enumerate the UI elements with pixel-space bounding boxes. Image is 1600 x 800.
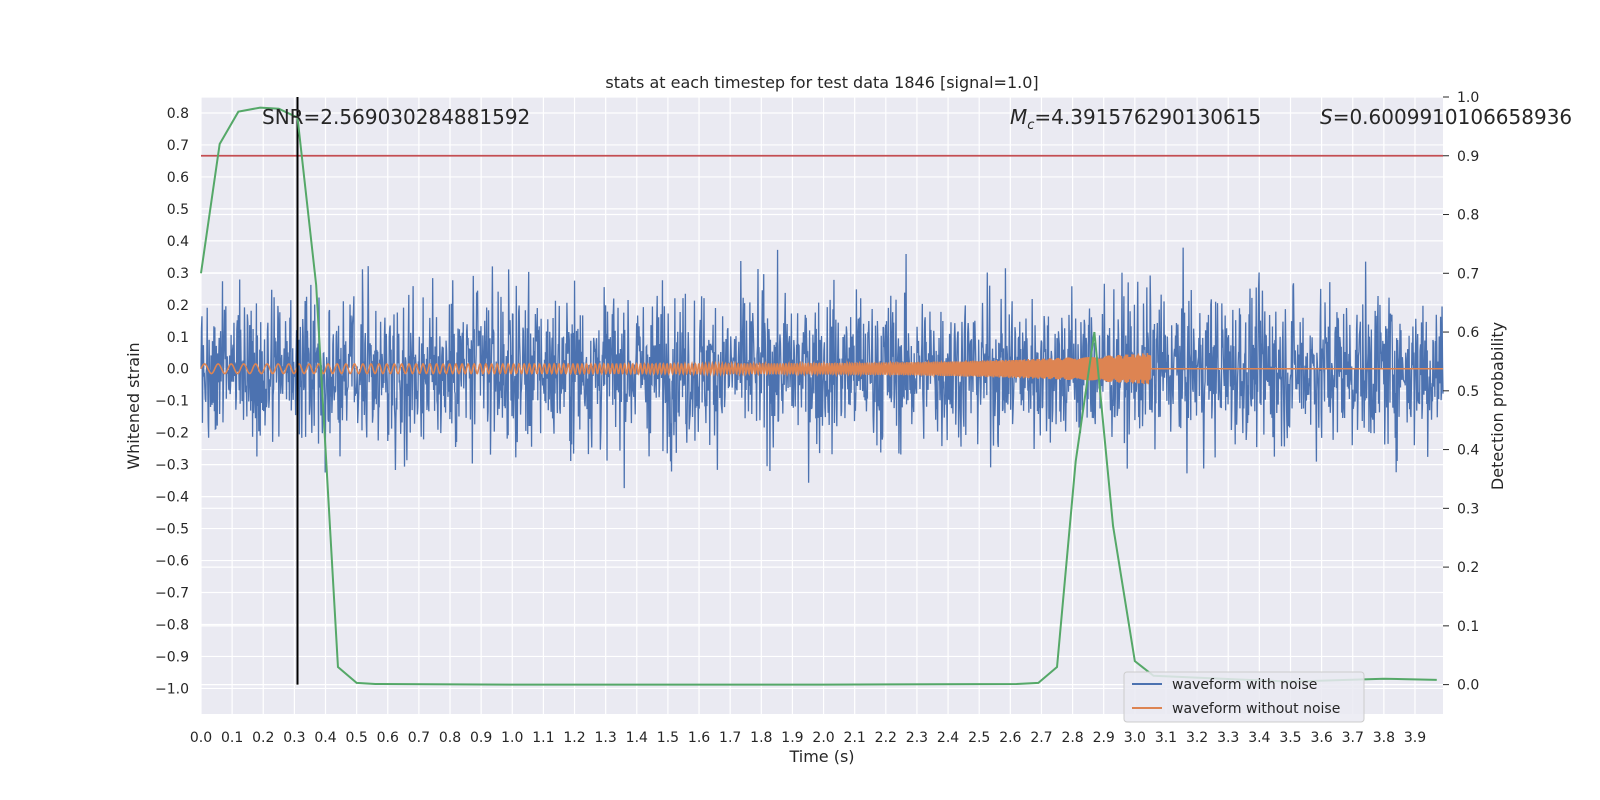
y-left-tick-label: 0.6 [167,170,189,186]
x-tick-label: 2.0 [812,730,834,746]
chart-title: stats at each timestep for test data 184… [605,73,1038,92]
y-right-tick-label: 0.4 [1457,443,1479,459]
x-tick-label: 0.4 [314,730,336,746]
x-tick-label: 2.6 [999,730,1021,746]
chirp-mass-annotation: Mc=4.391576290130615 [1010,105,1261,133]
y-axis-label-left: Whitened strain [124,342,143,469]
x-tick-label: 2.9 [1093,730,1115,746]
chirp-mass-symbol: M [1010,105,1027,129]
snr-annotation: SNR=2.569030284881592 [262,105,530,129]
chirp-mass-value: =4.391576290130615 [1034,105,1261,129]
x-tick-label: 1.6 [688,730,710,746]
x-tick-label: 2.2 [875,730,897,746]
x-tick-label: 3.8 [1373,730,1395,746]
x-tick-label: 3.5 [1279,730,1301,746]
y-right-tick-label: 0.1 [1457,619,1479,635]
y-left-tick-label: 0.7 [167,138,189,154]
x-tick-label: 3.3 [1217,730,1239,746]
series-waveform-with-noise [200,247,1444,489]
y-left-tick-label: −0.4 [155,490,189,506]
y-left-tick-label: 0.5 [167,202,189,218]
legend-box [1123,671,1365,723]
x-tick-label: 0.1 [221,730,243,746]
y-left-tick-label: −0.1 [155,394,189,410]
y-axis-left-ticks: 0.8 0.7 0.6 0.5 0.4 0.3 0.2 0.1 0.0 −0.1 −0.2 −0.3 −… [155,106,189,697]
x-tick-label: 0.3 [283,730,305,746]
x-tick-label: 1.0 [501,730,523,746]
y-right-tick-label: 0.7 [1457,266,1479,282]
y-right-tick-label: 0.8 [1457,208,1479,224]
x-tick-label: 1.4 [626,730,648,746]
s-symbol: S [1320,105,1333,129]
y-left-tick-label: 0.3 [167,266,189,282]
x-tick-label: 1.3 [595,730,617,746]
x-tick-label: 2.1 [844,730,866,746]
legend-label-without-noise: waveform without noise [1172,701,1340,717]
y-right-tick-label: 0.9 [1457,149,1479,165]
s-value: =0.6009910106658936 [1333,105,1572,129]
y-left-tick-label: −0.2 [155,426,189,442]
y-right-tick-label: 0.6 [1457,325,1479,341]
y-left-tick-label: −0.3 [155,458,189,474]
x-axis-label: Time (s) [788,747,854,766]
x-tick-label: 0.7 [408,730,430,746]
y-left-tick-label: −0.8 [155,617,189,633]
legend: waveform with noise waveform without noi… [1123,671,1365,723]
x-tick-label: 2.3 [906,730,928,746]
s-annotation: S=0.6009910106658936 [1320,105,1572,129]
x-tick-label: 3.7 [1342,730,1364,746]
series-detection-probability [200,106,1437,686]
y-left-tick-label: 0.4 [167,234,189,250]
x-tick-label: 2.4 [937,730,959,746]
x-tick-label: 0.2 [252,730,274,746]
y-right-tick-label: 0.5 [1457,384,1479,400]
y-left-tick-label: −0.6 [155,554,189,570]
y-left-tick-label: −0.9 [155,649,189,665]
chirp-mass-subscript: c [1027,118,1034,133]
y-left-tick-label: −1.0 [155,681,189,697]
y-right-tick-label: 0.3 [1457,501,1479,517]
legend-label-with-noise: waveform with noise [1172,677,1317,693]
x-tick-label: 3.9 [1404,730,1426,746]
x-tick-label: 0.9 [470,730,492,746]
x-tick-label: 3.0 [1124,730,1146,746]
y-axis-right-ticks: 1.0 0.9 0.8 0.7 0.6 0.5 0.4 0.3 0.2 0.1 0.0 [1443,90,1479,694]
series-waveform-without-noise [200,353,1443,385]
x-tick-label: 0.6 [377,730,399,746]
x-tick-label: 1.1 [532,730,554,746]
y-right-tick-label: 1.0 [1457,90,1479,106]
y-left-tick-label: 0.0 [167,362,189,378]
x-tick-label: 0.8 [439,730,461,746]
x-tick-label: 3.4 [1248,730,1270,746]
line-waveform-with-noise [200,247,1444,489]
y-right-tick-label: 0.2 [1457,560,1479,576]
y-right-tick-label: 0.0 [1457,678,1479,694]
y-axis-label-right: Detection probability [1488,322,1507,490]
x-tick-label: 0.5 [346,730,368,746]
y-left-tick-label: 0.8 [167,106,189,122]
y-left-tick-label: −0.5 [155,522,189,538]
x-tick-label: 1.2 [563,730,585,746]
x-tick-label: 2.8 [1061,730,1083,746]
line-waveform-without-noise [200,353,1443,385]
x-tick-label: 1.5 [657,730,679,746]
y-left-tick-label: 0.1 [167,330,189,346]
x-tick-label: 1.9 [781,730,803,746]
x-tick-label: 3.6 [1310,730,1332,746]
line-detection-probability [200,106,1437,686]
x-tick-label: 1.8 [750,730,772,746]
y-left-tick-label: 0.2 [167,298,189,314]
x-tick-label: 3.2 [1186,730,1208,746]
x-tick-label: 2.7 [1030,730,1052,746]
y-left-tick-label: −0.7 [155,586,189,602]
x-axis-ticks: 0.0 0.1 0.2 0.3 0.4 0.5 0.6 0.7 0.8 0.9 1.0 1.1 1.2 1… [190,730,1426,746]
x-tick-label: 3.1 [1155,730,1177,746]
x-tick-label: 0.0 [190,730,212,746]
x-tick-label: 2.5 [968,730,990,746]
x-tick-label: 1.7 [719,730,741,746]
